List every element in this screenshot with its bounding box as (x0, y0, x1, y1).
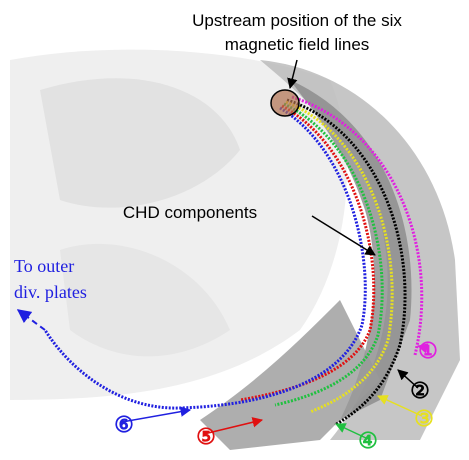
upstream-label: Upstream position of the six (192, 11, 402, 30)
upstream-label: magnetic field lines (225, 35, 370, 54)
outer-label: To outer (14, 256, 74, 276)
line-label: ② (410, 378, 430, 403)
upstream-marker (271, 90, 299, 116)
line-label: ④ (358, 428, 378, 453)
figure: Upstream position of the six magnetic fi… (0, 0, 469, 460)
line-label: ⑤ (196, 424, 216, 449)
line-label: ⑥ (114, 412, 134, 437)
chd-label: CHD components (123, 203, 257, 222)
line-label: ③ (414, 406, 434, 431)
background-mesh (10, 50, 460, 450)
line-label: ① (418, 338, 438, 363)
outer-label: div. plates (14, 282, 87, 302)
